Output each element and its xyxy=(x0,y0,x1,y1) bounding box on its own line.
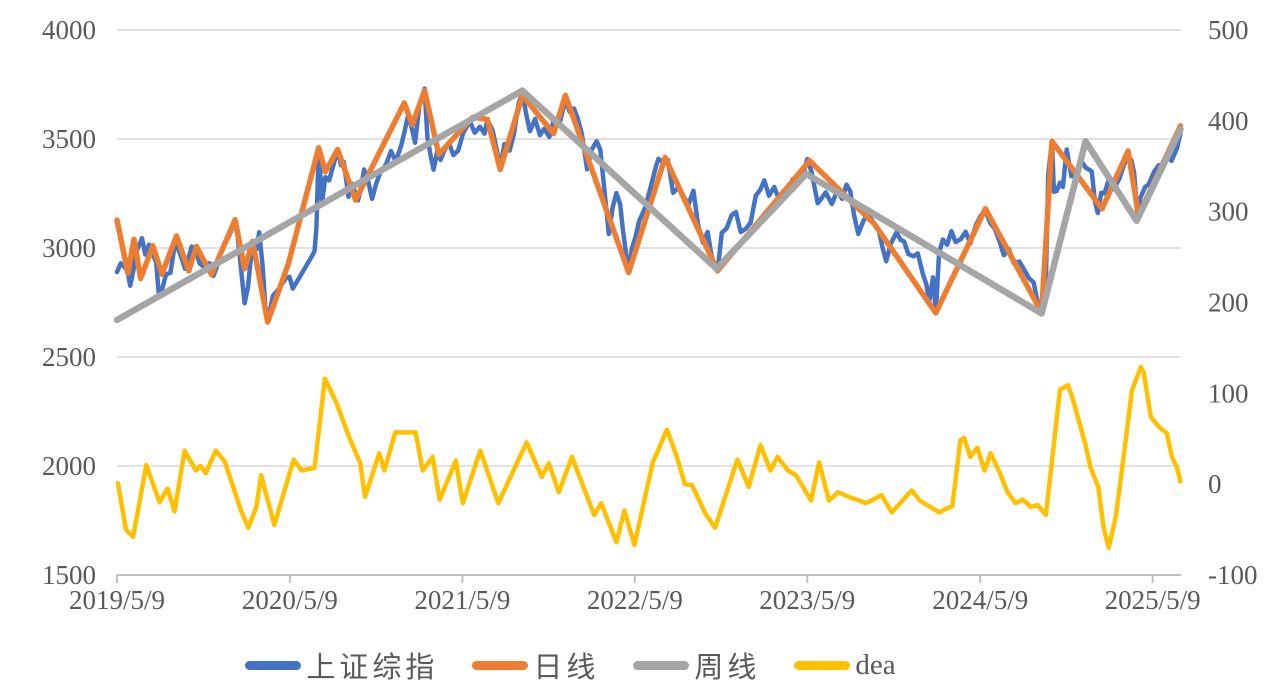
x-axis-tick-label: 2024/5/9 xyxy=(932,585,1028,615)
x-axis-tick-label: 2022/5/9 xyxy=(587,585,683,615)
legend-label-weekly-line: 周线 xyxy=(694,652,761,684)
right-axis-tick-label: 200 xyxy=(1208,288,1249,318)
right-axis-tick-label: 500 xyxy=(1208,15,1249,45)
legend-item-dea[interactable]: dea xyxy=(794,648,896,682)
x-axis-tick-label: 2023/5/9 xyxy=(759,585,855,615)
legend-swatch-dea xyxy=(794,660,851,670)
right-axis-tick-label: -100 xyxy=(1208,560,1258,590)
left-axis-tick-label: 4000 xyxy=(42,15,96,45)
right-axis-tick-label: 300 xyxy=(1208,197,1249,227)
right-axis-tick-label: 100 xyxy=(1208,378,1249,408)
chart-legend: 上证综指 日线 周线 dea xyxy=(0,644,1281,686)
legend-item-weekly-line[interactable]: 周线 xyxy=(633,644,760,686)
series-line-1-price[interactable] xyxy=(114,87,1184,325)
legend-swatch-daily-line xyxy=(472,660,529,670)
chart-legend-items: 上证综指 日线 周线 dea xyxy=(245,644,896,686)
right-axis-tick-label: 0 xyxy=(1208,469,1222,499)
right-axis-tick-label: 400 xyxy=(1208,106,1249,136)
series-line-3-dea[interactable] xyxy=(115,364,1183,551)
legend-item-shangzheng-index[interactable]: 上证综指 xyxy=(245,644,438,686)
legend-item-daily-line[interactable]: 日线 xyxy=(472,644,599,686)
left-axis-tick-label: 2500 xyxy=(42,342,96,372)
x-axis-tick-label: 2021/5/9 xyxy=(414,585,510,615)
left-axis-tick-label: 2000 xyxy=(42,451,96,481)
legend-swatch-weekly-line xyxy=(633,660,690,670)
x-axis-tick-label: 2019/5/9 xyxy=(69,585,165,615)
left-axis-tick-label: 3000 xyxy=(42,233,96,263)
left-axis-tick-label: 3500 xyxy=(42,124,96,154)
x-axis-tick-label: 2025/5/9 xyxy=(1105,585,1201,615)
series-line-2-price[interactable] xyxy=(113,87,1184,324)
legend-swatch-shangzheng-index xyxy=(245,660,302,670)
legend-label-shangzheng-index: 上证综指 xyxy=(306,652,439,684)
left-axis-tick-label: 1500 xyxy=(42,560,96,590)
x-axis-tick-label: 2020/5/9 xyxy=(242,585,338,615)
legend-label-daily-line: 日线 xyxy=(533,652,600,684)
legend-label-dea: dea xyxy=(855,648,896,681)
